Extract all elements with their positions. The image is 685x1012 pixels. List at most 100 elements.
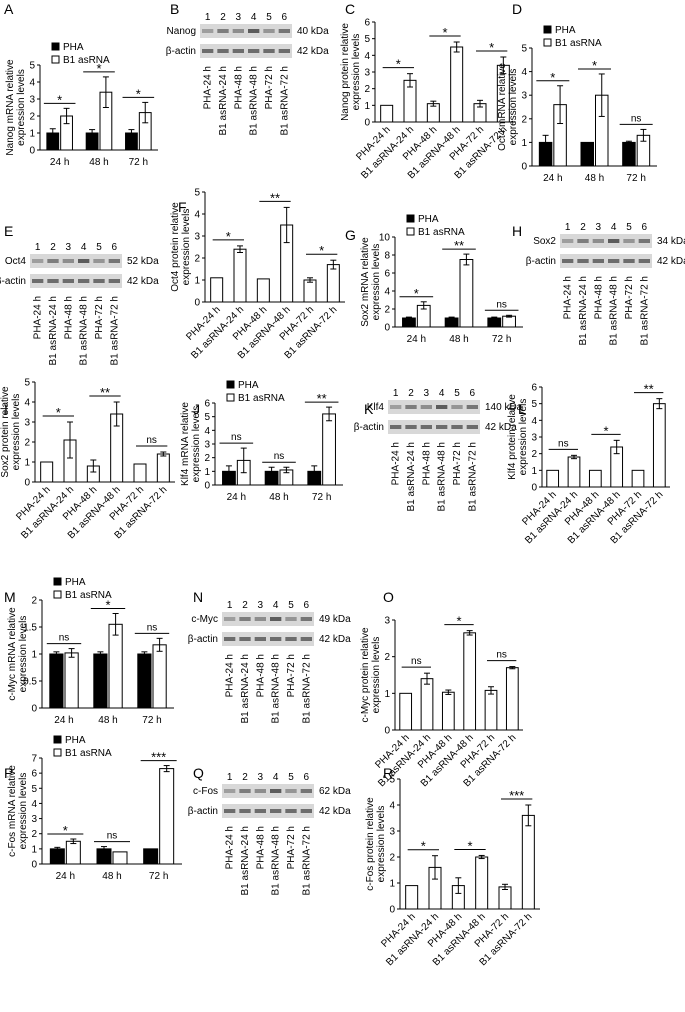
y-tick-label: 4 xyxy=(531,416,537,427)
actin-band xyxy=(300,637,312,641)
x-tick-label: 72 h xyxy=(492,334,511,345)
bar xyxy=(652,403,666,488)
legend-swatch-pha xyxy=(543,25,552,34)
lane-number: 5 xyxy=(626,222,632,233)
blot-strip xyxy=(30,254,122,268)
actin-band xyxy=(300,809,312,813)
y-tick-label: 5 xyxy=(194,188,200,199)
lane-number: 6 xyxy=(282,12,288,23)
blot-n: 1 2 3 4 5 6 c-Myc 49 kDa β-actin 42 kDa PHA-24 h B1… xyxy=(188,600,351,723)
legend-label-b1: B1 asRNA xyxy=(418,227,465,238)
significance-label: ns xyxy=(558,438,569,449)
y-tick-label: 1 xyxy=(531,466,537,477)
blot-k: 1 2 3 4 5 6 Klf4 140 kDa β-actin 42 kDa PHA-24 h B1… xyxy=(354,388,523,511)
y-axis-label: Nanog mRNA relativeexpression levels xyxy=(5,59,27,156)
lane-number: 6 xyxy=(304,772,310,783)
x-tick-label: 48 h xyxy=(102,871,121,882)
x-tick-label: 72 h xyxy=(129,157,148,168)
y-tick-label: 1 xyxy=(31,844,37,855)
y-tick-label: 1 xyxy=(389,879,395,890)
bar xyxy=(256,278,270,303)
blot-band xyxy=(592,239,604,243)
blot-band xyxy=(390,405,402,409)
lane-number: 1 xyxy=(393,388,399,399)
legend-swatch-b1 xyxy=(406,227,415,236)
actin-strip xyxy=(222,804,314,818)
blot-sample-label: PHA-48 h xyxy=(233,66,244,109)
significance-label: * xyxy=(603,423,608,438)
actin-strip xyxy=(222,632,314,646)
bar-pha xyxy=(93,653,108,709)
legend-swatch-pha xyxy=(226,380,235,389)
actin-strip xyxy=(30,274,122,288)
chart-m: 0 0.5 1 1.5 2c-Myc mRNA relativeexpression l… xyxy=(7,577,174,726)
blot-protein-label: Oct4 xyxy=(5,256,27,267)
blot-sample-label: PHA-72 h xyxy=(264,66,275,109)
blot-band xyxy=(285,789,297,793)
y-tick-label: 5 xyxy=(204,412,210,423)
blot-sample-label: PHA-72 h xyxy=(286,654,297,697)
legend-swatch-pha xyxy=(406,214,415,223)
bar-b1-asrna xyxy=(322,413,336,486)
blot-sample-label: PHA-72 h xyxy=(624,276,635,319)
y-tick-label: 1.5 xyxy=(23,623,37,634)
y-tick-label: 2 xyxy=(384,652,390,663)
bar-b1-asrna xyxy=(159,768,175,865)
y-axis-label: Sox2 protein relativeexpression levels xyxy=(0,386,22,478)
y-tick-label: 3 xyxy=(389,827,395,838)
actin-kda-label: 42 kDa xyxy=(485,422,517,433)
panel-letter-a: A xyxy=(4,1,14,17)
blot-protein-label: c-Myc xyxy=(191,614,218,625)
actin-band xyxy=(638,259,650,263)
panel-letter-h: H xyxy=(512,223,522,239)
blot-sample-label: B1 asRNA-48 h xyxy=(271,654,282,723)
blot-sample-label: PHA-24 h xyxy=(225,826,236,869)
significance-label: ** xyxy=(644,382,654,397)
x-tick-label: 48 h xyxy=(89,157,108,168)
actin-band xyxy=(405,425,417,429)
legend-label-b1: B1 asRNA xyxy=(63,55,110,66)
y-tick-label: 2 xyxy=(389,853,395,864)
y-tick-label: 1 xyxy=(384,689,390,700)
bar xyxy=(405,885,419,910)
blot-strip xyxy=(560,234,652,248)
blot-kda-label: 34 kDa xyxy=(657,236,685,247)
y-tick-label: 2 xyxy=(31,829,37,840)
legend-label-pha: PHA xyxy=(65,735,86,746)
panel-letter-n: N xyxy=(193,589,203,605)
blot-kda-label: 62 kDa xyxy=(319,786,351,797)
lane-number: 3 xyxy=(424,388,430,399)
actin-band xyxy=(270,809,282,813)
blot-band xyxy=(451,405,463,409)
y-tick-label: 0 xyxy=(384,726,390,737)
panel-letter-e: E xyxy=(4,223,13,239)
significance-label: ns xyxy=(496,299,507,310)
actin-band xyxy=(254,809,266,813)
y-tick-label: 6 xyxy=(384,269,390,280)
blot-kda-label: 140 kDa xyxy=(485,402,523,413)
blot-band xyxy=(217,29,229,33)
significance-label: ns xyxy=(59,633,70,644)
blot-band xyxy=(608,239,620,243)
x-tick-label: 72 h xyxy=(149,871,168,882)
lane-number: 4 xyxy=(273,772,279,783)
bar xyxy=(303,279,317,303)
blot-sample-label: PHA-24 h xyxy=(225,654,236,697)
bar xyxy=(498,886,512,910)
blot-q: 1 2 3 4 5 6 c-Fos 62 kDa β-actin 42 kDa PHA-24 h B1… xyxy=(188,772,351,895)
bar-b1-asrna xyxy=(64,652,79,709)
y-tick-label: 4 xyxy=(194,210,200,221)
blot-sample-label: PHA-72 h xyxy=(452,442,463,485)
bar-pha xyxy=(580,141,594,167)
lane-number: 1 xyxy=(565,222,571,233)
y-tick-label: 4 xyxy=(521,67,527,78)
lane-number: 3 xyxy=(258,772,264,783)
significance-label: * xyxy=(136,86,141,101)
blot-sample-label: B1 asRNA-72 h xyxy=(109,296,120,365)
panel-letter-i: I xyxy=(4,401,8,417)
actin-label: β-actin xyxy=(188,806,218,817)
